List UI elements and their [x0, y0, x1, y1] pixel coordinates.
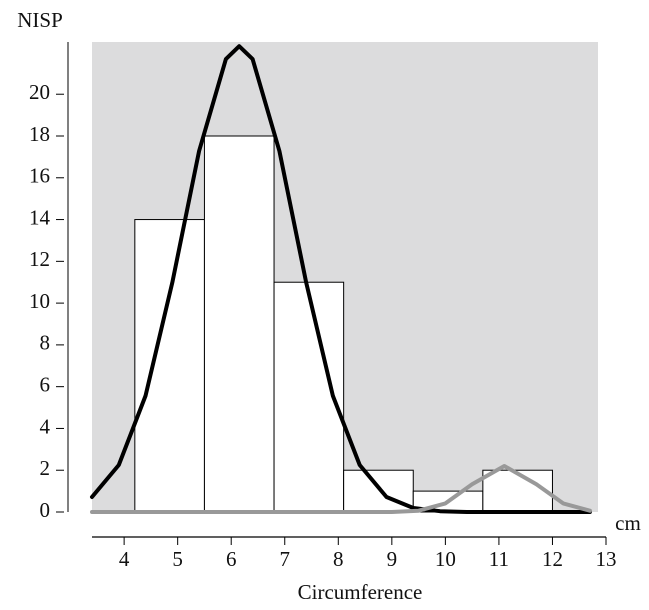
x-tick-label: 7 — [280, 547, 291, 571]
y-tick-label: 16 — [29, 164, 50, 188]
y-tick-label: 8 — [40, 331, 51, 355]
x-tick-label: 10 — [435, 547, 456, 571]
y-tick-label: 10 — [29, 289, 50, 313]
x-tick-label: 13 — [596, 547, 617, 571]
fit-curve — [90, 464, 592, 514]
bar — [203, 135, 275, 513]
y-tick-label: 0 — [40, 498, 51, 522]
y-tick-label: 4 — [40, 414, 51, 438]
y-tick-label: 12 — [29, 247, 50, 271]
x-tick-label: 5 — [172, 547, 183, 571]
x-tick-label: 11 — [489, 547, 509, 571]
y-tick-label: 14 — [29, 205, 51, 229]
x-tick-label: 12 — [542, 547, 563, 571]
y-tick-label: 6 — [40, 372, 51, 396]
x-unit-label: cm — [615, 511, 641, 535]
x-axis-label: Circumference — [298, 580, 423, 604]
y-tick-label: 20 — [29, 80, 50, 104]
bar — [134, 219, 205, 513]
bar — [482, 469, 553, 513]
x-tick-label: 8 — [333, 547, 344, 571]
x-tick-label: 6 — [226, 547, 237, 571]
y-axis-label: NISP — [17, 8, 63, 32]
y-tick-label: 2 — [40, 456, 51, 480]
fit-curve — [90, 44, 592, 514]
x-tick-label: 4 — [119, 547, 130, 571]
x-tick-label: 9 — [387, 547, 398, 571]
y-tick-label: 18 — [29, 122, 50, 146]
